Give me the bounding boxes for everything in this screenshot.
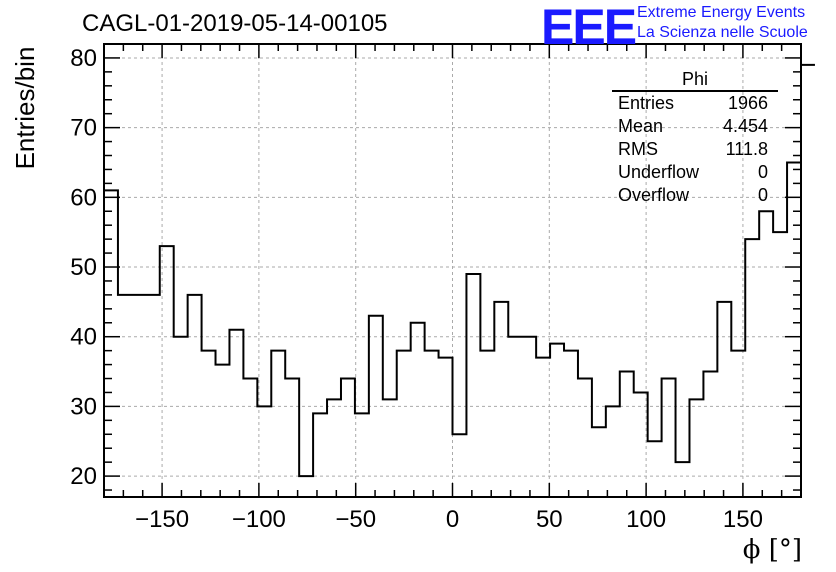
x-tick-label: 150: [723, 506, 763, 533]
y-tick-label: 60: [70, 184, 97, 211]
x-tick-label: 50: [536, 506, 563, 533]
stats-row-entries: Entries 1966: [612, 92, 778, 115]
y-tick-label: 50: [70, 254, 97, 281]
stats-row-overflow: Overflow 0: [612, 184, 778, 207]
stats-value: 0: [757, 185, 768, 205]
stats-key: Mean: [618, 116, 664, 136]
stats-box-title: Phi: [612, 68, 778, 92]
y-tick-label: 30: [70, 393, 97, 420]
logo-text-line1: Extreme Energy Events: [637, 4, 806, 21]
x-tick-label: −100: [232, 506, 286, 533]
stats-row-rms: RMS 111.8: [612, 138, 778, 161]
stats-value: 0: [757, 162, 768, 182]
x-tick-label: 100: [626, 506, 666, 533]
y-tick-label: 40: [70, 324, 97, 351]
y-tick-labels: 20 30 40 50 60 70 80: [70, 45, 97, 490]
stats-box: Phi Entries 1966 Mean 4.454 RMS 111.8 Un…: [612, 68, 778, 207]
x-axis-label: ϕ [°]: [743, 535, 802, 565]
stats-row-underflow: Underflow 0: [612, 161, 778, 184]
y-tick-label: 70: [70, 115, 97, 142]
stats-value: 111.8: [725, 139, 768, 159]
y-tick-label: 20: [70, 463, 97, 490]
stats-key: Overflow: [618, 185, 690, 205]
chart-title: CAGL-01-2019-05-14-00105: [82, 10, 388, 37]
x-tick-label: −50: [335, 506, 376, 533]
logo-text-line2: La Scienza nelle Scuole: [637, 24, 808, 41]
stats-key: Entries: [618, 93, 675, 113]
eee-logo-mark: EEE: [541, 0, 637, 55]
stats-value: 4.454: [722, 116, 768, 136]
stats-row-mean: Mean 4.454: [612, 115, 778, 138]
stats-value: 1966: [727, 93, 768, 113]
stats-key: RMS: [618, 139, 658, 159]
x-tick-label: −150: [135, 506, 189, 533]
axis-ticks: [103, 43, 802, 497]
x-tick-labels: −150 −100 −50 0 50 100 150: [135, 506, 763, 533]
x-tick-label: 0: [446, 506, 459, 533]
histogram-line: [103, 63, 815, 497]
y-axis-label: Entries/bin: [10, 47, 40, 170]
y-tick-label: 80: [70, 45, 97, 72]
stats-key: Underflow: [618, 162, 700, 182]
